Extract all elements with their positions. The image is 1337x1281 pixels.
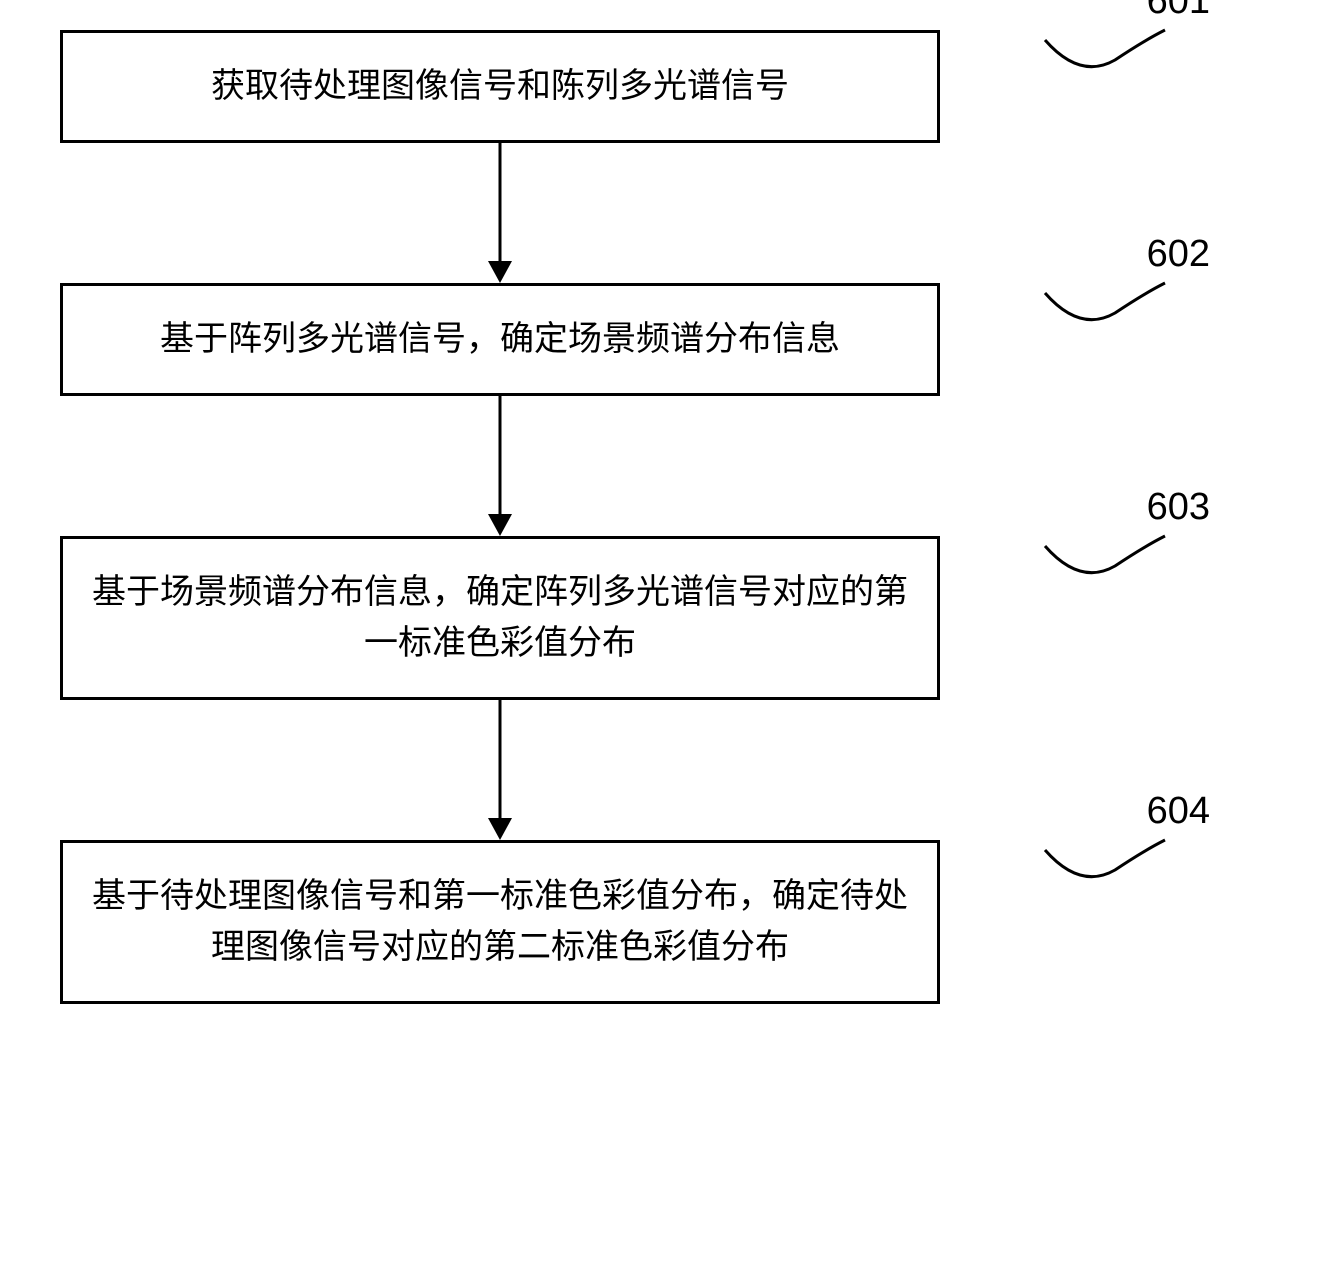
- step-box-602: 基于阵列多光谱信号，确定场景频谱分布信息: [60, 283, 940, 396]
- flowchart-step: 基于场景频谱分布信息，确定阵列多光谱信号对应的第一标准色彩值分布 603: [60, 536, 1080, 700]
- step-text: 获取待处理图像信号和陈列多光谱信号: [211, 61, 789, 112]
- arrow-icon: [480, 396, 520, 536]
- arrow-icon: [480, 143, 520, 283]
- callout-curve-icon: [1040, 278, 1170, 333]
- step-label: 602: [1147, 233, 1210, 276]
- arrow-down: [60, 143, 940, 283]
- callout-curve-icon: [1040, 835, 1170, 890]
- arrow-icon: [480, 700, 520, 840]
- callout-curve-icon: [1040, 25, 1170, 80]
- flowchart-step: 基于阵列多光谱信号，确定场景频谱分布信息 602: [60, 283, 1080, 396]
- step-text: 基于场景频谱分布信息，确定阵列多光谱信号对应的第一标准色彩值分布: [83, 567, 917, 669]
- callout-602: 602: [1040, 268, 1210, 338]
- arrow-down: [60, 700, 940, 840]
- step-label: 601: [1147, 0, 1210, 23]
- step-label: 603: [1147, 486, 1210, 529]
- callout-curve-icon: [1040, 531, 1170, 586]
- step-box-601: 获取待处理图像信号和陈列多光谱信号: [60, 30, 940, 143]
- step-text: 基于阵列多光谱信号，确定场景频谱分布信息: [160, 314, 840, 365]
- step-text: 基于待处理图像信号和第一标准色彩值分布，确定待处理图像信号对应的第二标准色彩值分…: [83, 871, 917, 973]
- callout-604: 604: [1040, 825, 1210, 895]
- arrow-down: [60, 396, 940, 536]
- callout-603: 603: [1040, 521, 1210, 591]
- step-label: 604: [1147, 790, 1210, 833]
- step-box-603: 基于场景频谱分布信息，确定阵列多光谱信号对应的第一标准色彩值分布: [60, 536, 940, 700]
- flowchart-step: 基于待处理图像信号和第一标准色彩值分布，确定待处理图像信号对应的第二标准色彩值分…: [60, 840, 1080, 1004]
- step-box-604: 基于待处理图像信号和第一标准色彩值分布，确定待处理图像信号对应的第二标准色彩值分…: [60, 840, 940, 1004]
- flowchart-container: 获取待处理图像信号和陈列多光谱信号 601 基于阵列多光谱信号，确定场景频谱分布…: [60, 30, 1080, 1004]
- flowchart-step: 获取待处理图像信号和陈列多光谱信号 601: [60, 30, 1080, 143]
- callout-601: 601: [1040, 15, 1210, 85]
